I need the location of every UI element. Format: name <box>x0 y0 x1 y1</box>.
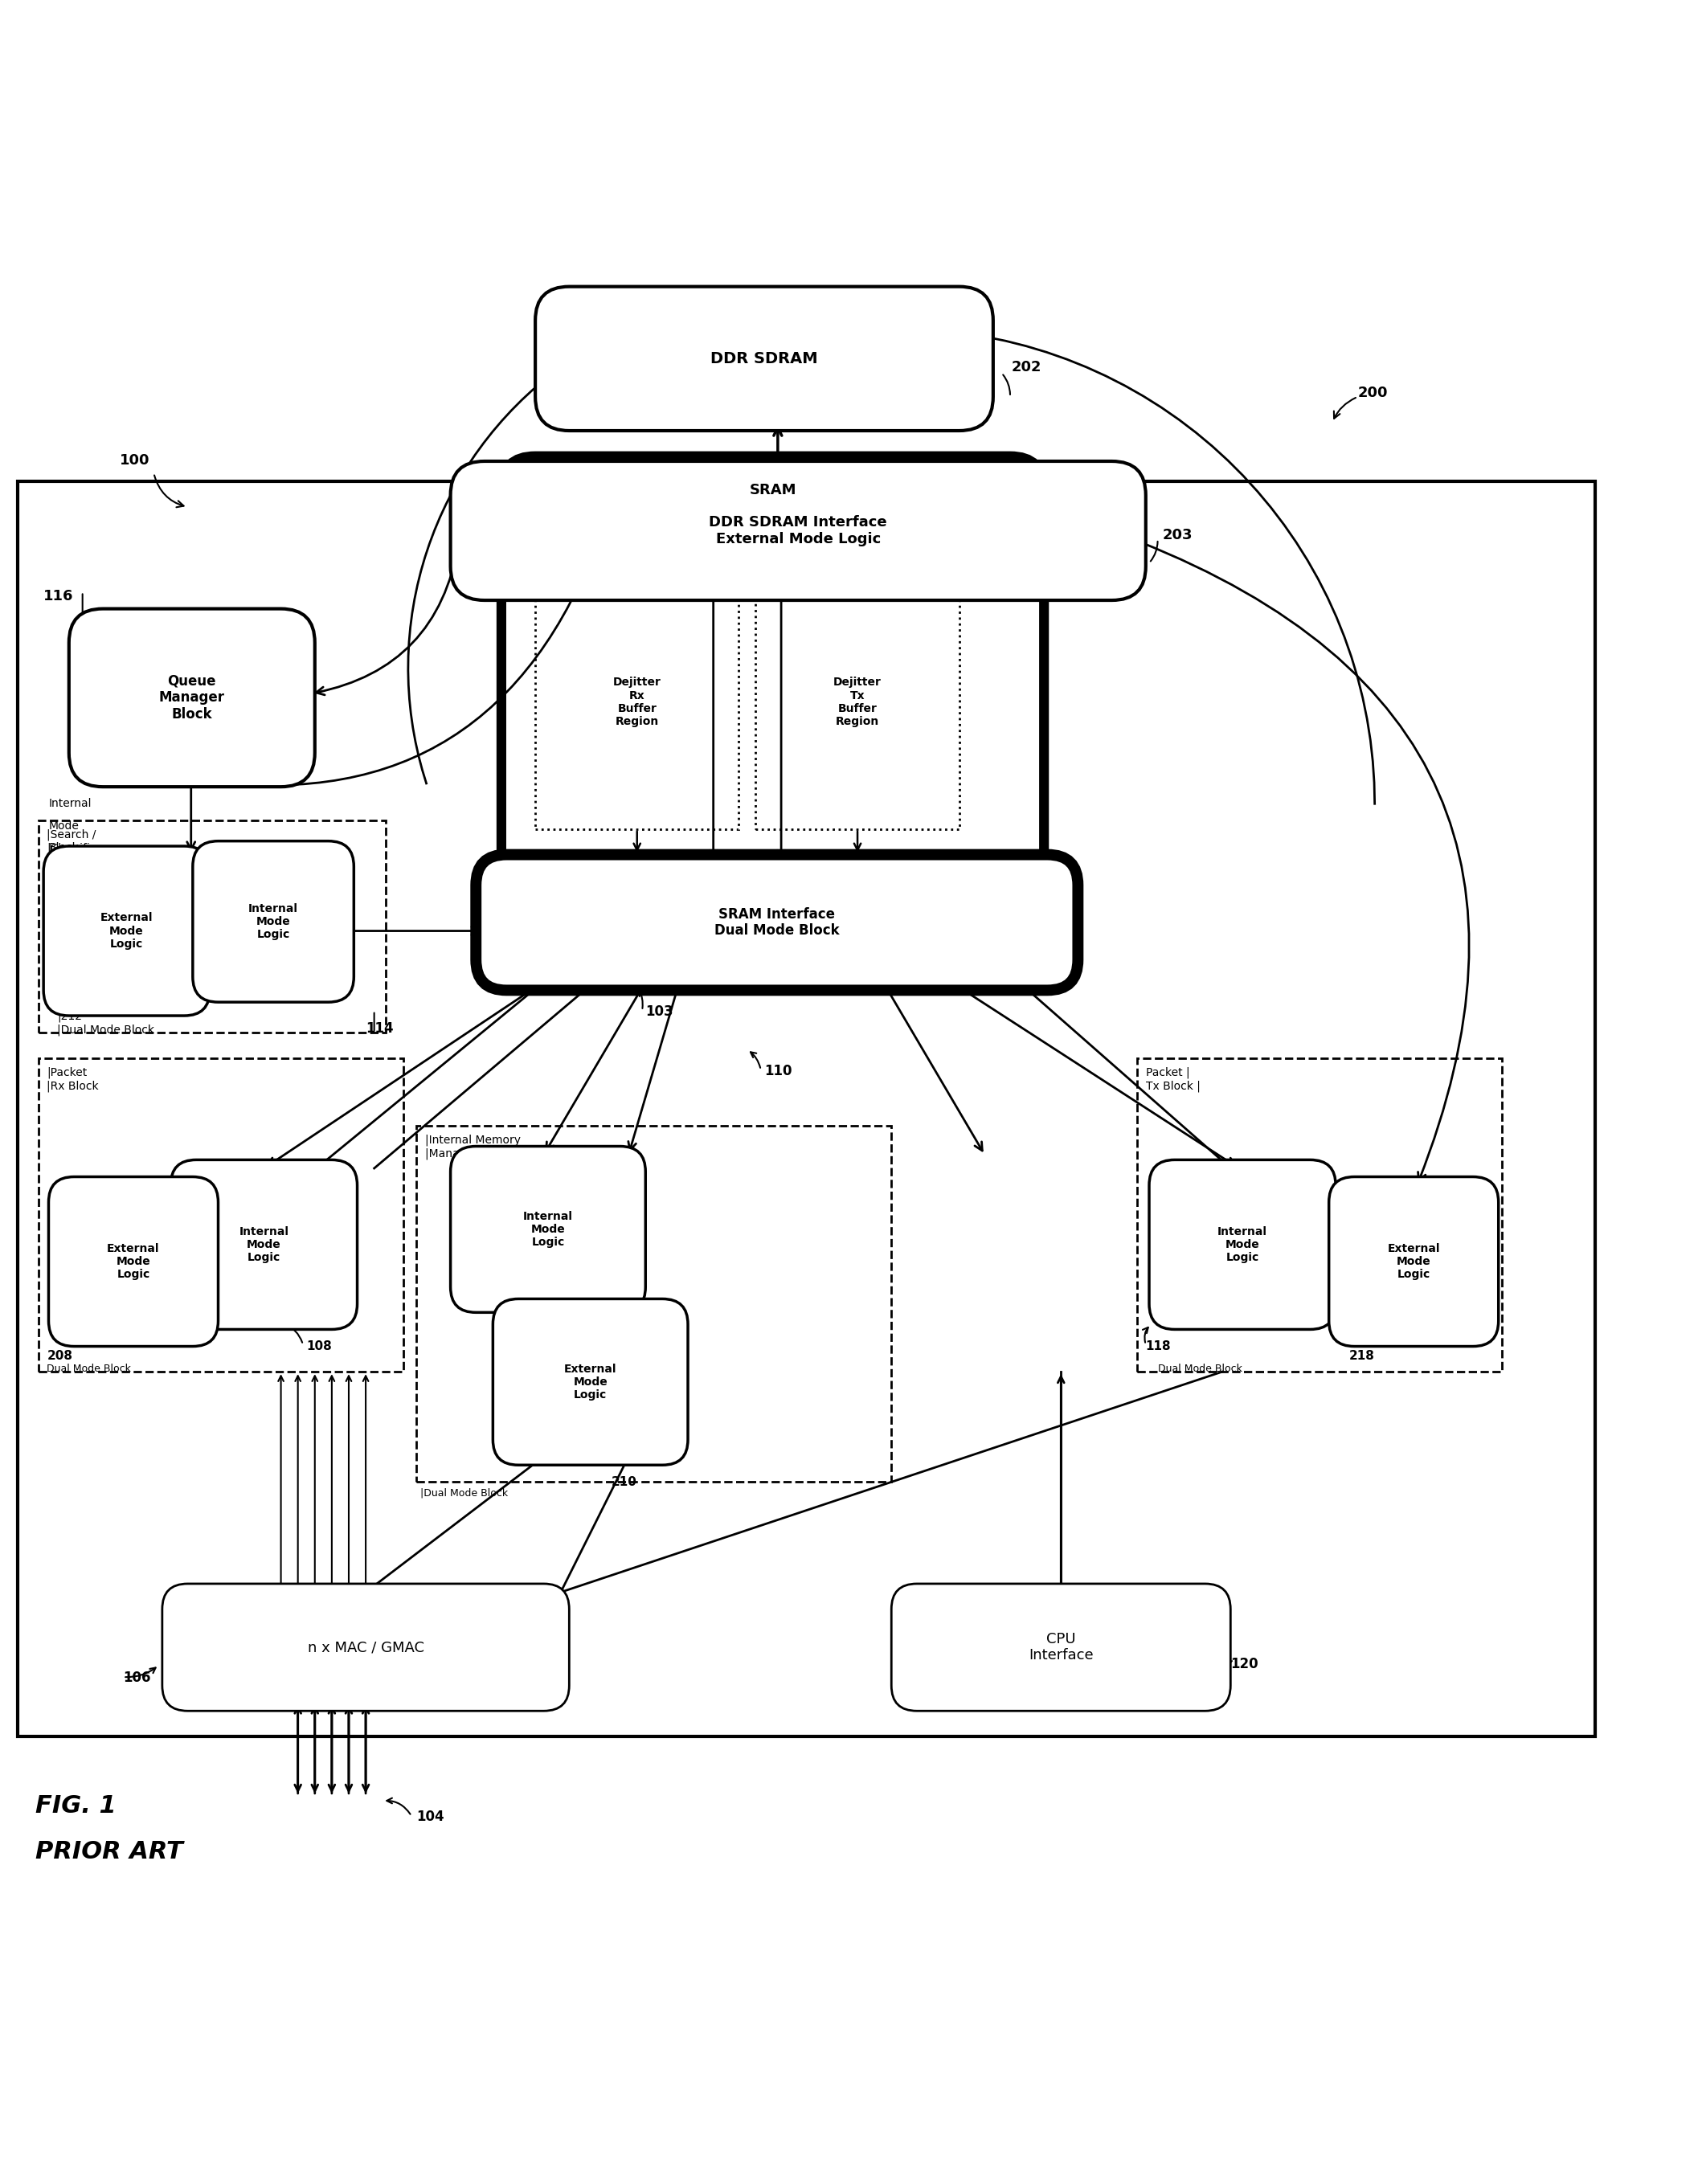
Text: 222: 222 <box>586 546 615 561</box>
Text: 120: 120 <box>1231 1658 1258 1671</box>
Text: |Packet
|Rx Block: |Packet |Rx Block <box>48 1066 98 1092</box>
Text: Dejitter
Rx
Buffer
Region: Dejitter Rx Buffer Region <box>613 677 661 727</box>
Text: |Internal Memory
|Manager Block: |Internal Memory |Manager Block <box>424 1133 521 1160</box>
Text: 110: 110 <box>764 1064 791 1079</box>
Bar <box>756 574 959 830</box>
Bar <box>535 574 739 830</box>
Text: 224: 224 <box>790 546 818 561</box>
Text: 114: 114 <box>365 1022 394 1035</box>
FancyBboxPatch shape <box>535 286 993 430</box>
Text: Packet |
Tx Block |: Packet | Tx Block | <box>1146 1066 1200 1092</box>
Text: |Dual Mode Block: |Dual Mode Block <box>58 1024 155 1035</box>
Text: Internal
Mode
Logic: Internal Mode Logic <box>523 1210 572 1247</box>
FancyBboxPatch shape <box>1150 1160 1336 1330</box>
Text: 218: 218 <box>1350 1350 1375 1363</box>
Text: CPU
Interface: CPU Interface <box>1029 1631 1094 1662</box>
Text: |Dual Mode Block: |Dual Mode Block <box>419 1487 508 1498</box>
Text: 104: 104 <box>416 1811 445 1824</box>
FancyBboxPatch shape <box>70 609 314 786</box>
Text: Queue
Manager
Block: Queue Manager Block <box>160 675 224 721</box>
Text: 100: 100 <box>121 454 149 467</box>
Text: 210: 210 <box>611 1476 637 1487</box>
Text: External
Mode
Logic: External Mode Logic <box>107 1243 160 1280</box>
FancyBboxPatch shape <box>450 461 1146 601</box>
Text: PRIOR ART: PRIOR ART <box>36 1839 183 1863</box>
FancyBboxPatch shape <box>49 1177 217 1345</box>
Text: Mode: Mode <box>49 821 80 832</box>
FancyBboxPatch shape <box>1330 1177 1498 1345</box>
Text: Dual Mode Block: Dual Mode Block <box>48 1363 131 1374</box>
Text: 103: 103 <box>645 1005 674 1020</box>
Text: 203: 203 <box>1163 529 1194 542</box>
Text: External
Mode
Logic: External Mode Logic <box>1387 1243 1440 1280</box>
FancyBboxPatch shape <box>475 854 1078 989</box>
Bar <box>39 1057 402 1372</box>
Text: Internal: Internal <box>49 799 92 810</box>
Text: External
Mode
Logic: External Mode Logic <box>564 1363 616 1400</box>
Text: |212: |212 <box>58 1011 82 1022</box>
FancyBboxPatch shape <box>891 1583 1231 1710</box>
Text: n x MAC / GMAC: n x MAC / GMAC <box>307 1640 424 1655</box>
Text: DDR SDRAM: DDR SDRAM <box>710 352 818 367</box>
Text: Internal
Mode
Logic: Internal Mode Logic <box>1217 1225 1267 1262</box>
FancyBboxPatch shape <box>492 1299 688 1465</box>
FancyBboxPatch shape <box>450 1147 645 1313</box>
Bar <box>19 483 1594 1736</box>
Text: 118: 118 <box>1146 1341 1172 1352</box>
Text: External
Mode
Logic: External Mode Logic <box>100 913 153 950</box>
Text: 106: 106 <box>124 1671 151 1686</box>
Text: |Search /
|Classifier
|Block: |Search / |Classifier |Block <box>48 830 102 867</box>
Text: 214: 214 <box>263 902 292 917</box>
Text: SRAM: SRAM <box>749 483 796 498</box>
FancyBboxPatch shape <box>171 1160 357 1330</box>
FancyBboxPatch shape <box>194 841 353 1002</box>
Text: DDR SDRAM Interface
External Mode Logic: DDR SDRAM Interface External Mode Logic <box>710 515 886 546</box>
Bar <box>1138 1057 1501 1372</box>
Bar <box>416 1127 891 1483</box>
FancyBboxPatch shape <box>501 456 1044 898</box>
Text: SRAM Interface
Dual Mode Block: SRAM Interface Dual Mode Block <box>715 906 839 937</box>
Text: 116: 116 <box>44 590 73 603</box>
FancyBboxPatch shape <box>44 845 209 1016</box>
Text: Dual Mode Block: Dual Mode Block <box>1158 1363 1241 1374</box>
Text: 108: 108 <box>306 1341 331 1352</box>
Text: 112: 112 <box>280 880 309 895</box>
Text: 200: 200 <box>1358 387 1387 400</box>
Text: FIG. 1: FIG. 1 <box>36 1795 115 1817</box>
Text: 208: 208 <box>48 1350 73 1363</box>
Text: Internal
Mode
Logic: Internal Mode Logic <box>239 1225 289 1262</box>
FancyBboxPatch shape <box>163 1583 569 1710</box>
Text: Internal
Mode
Logic: Internal Mode Logic <box>248 902 299 941</box>
Text: 202: 202 <box>1012 360 1043 376</box>
Bar <box>39 821 385 1033</box>
Text: Dejitter
Tx
Buffer
Region: Dejitter Tx Buffer Region <box>834 677 881 727</box>
Text: Block: Block <box>49 843 78 854</box>
Text: 102: 102 <box>696 505 725 518</box>
